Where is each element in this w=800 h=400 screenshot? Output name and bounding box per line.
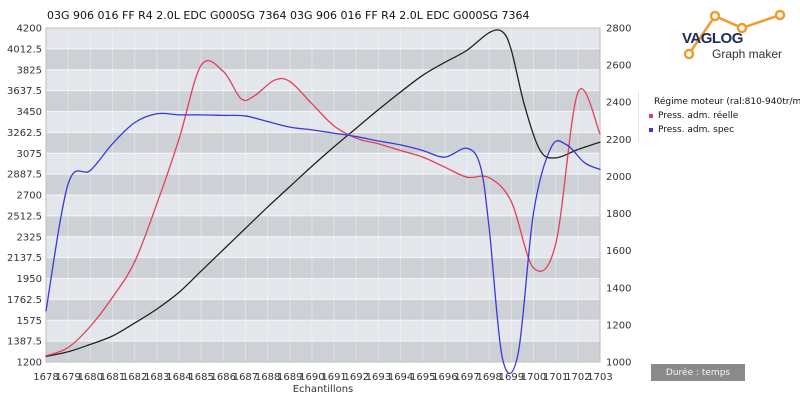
x-tick-label: 1679: [55, 372, 80, 383]
vaglog-logo: VAGLOG Graph maker: [675, 6, 793, 66]
y-left-tick-label: 2137.5: [7, 253, 42, 264]
x-tick-label: 1690: [299, 372, 324, 383]
plot-band: [46, 111, 600, 133]
y-right-tick-label: 2400: [606, 98, 631, 109]
x-tick-label: 1691: [321, 372, 346, 383]
x-tick-label: 1686: [211, 372, 236, 383]
x-tick-label: 1699: [499, 372, 524, 383]
y-left-tick-label: 4012.5: [7, 44, 42, 55]
plot-band: [46, 90, 600, 112]
logo-subtitle: Graph maker: [712, 47, 783, 61]
x-tick-label: 1702: [565, 372, 590, 383]
plot-band: [46, 278, 600, 300]
y-left-tick-label: 1762.5: [7, 295, 42, 306]
x-tick-label: 1680: [78, 372, 103, 383]
x-tick-label: 1694: [388, 372, 413, 383]
plot-band: [46, 215, 600, 237]
series-line-press-spec: [45, 112, 601, 375]
x-tick-label: 1685: [188, 372, 213, 383]
series-line-press-reelle: [45, 60, 601, 357]
right-axis: 1000 1200 1400 1600 1800 2000 2200 2400 2600 2800: [606, 24, 631, 369]
x-tick-label: 1682: [122, 372, 147, 383]
y-left-tick-label: 2700: [17, 191, 42, 202]
plot-band: [46, 341, 600, 362]
legend-item-regime: Régime moteur (ral:810-940tr/mn): [639, 95, 800, 109]
legend-swatch-press-reelle: [649, 114, 653, 118]
x-tick-label: 1692: [344, 372, 369, 383]
plot-band: [46, 153, 600, 175]
legend-item-press-spec: Press. adm. spec: [639, 123, 800, 137]
x-tick-label: 1693: [366, 372, 391, 383]
y-left-tick-label: 2887.5: [7, 170, 42, 181]
y-right-tick-label: 2800: [606, 24, 631, 35]
legend-swatch-press-spec: [649, 128, 653, 132]
plot-band: [46, 236, 600, 258]
series-layer: [45, 29, 601, 375]
y-right-tick-label: 2000: [606, 172, 631, 183]
series-line-regime: [45, 29, 601, 358]
x-tick-label: 1678: [33, 372, 58, 383]
y-left-tick-label: 1387.5: [7, 337, 42, 348]
y-left-tick-label: 1950: [17, 274, 42, 285]
y-right-tick-label: 2600: [606, 61, 631, 72]
legend: Régime moteur (ral:810-940tr/mn) Press. …: [638, 92, 800, 142]
logo-graph-icon: [683, 9, 786, 60]
x-tick-label: 1703: [587, 372, 612, 383]
x-tick-label: 1688: [255, 372, 280, 383]
plot-band: [46, 28, 600, 49]
x-tick-label: 1683: [144, 372, 169, 383]
x-tick-label: 1698: [476, 372, 501, 383]
plot-bands: [46, 28, 600, 362]
legend-label-press-reelle: Press. adm. réelle: [658, 111, 739, 121]
left-axis: 1200 1387.5 1575 1762.5 1950 2137.5 2325 2512.5…: [7, 24, 42, 369]
plot-band: [46, 320, 600, 342]
x-tick-label: 1700: [521, 372, 546, 383]
plot-band: [46, 257, 600, 279]
y-right-tick-label: 1000: [606, 358, 631, 369]
y-left-tick-label: 3637.5: [7, 86, 42, 97]
y-left-tick-label: 2512.5: [7, 211, 42, 222]
x-tick-label: 1696: [432, 372, 457, 383]
y-left-tick-label: 3825: [17, 65, 42, 76]
legend-item-press-reelle: Press. adm. réelle: [639, 109, 800, 123]
plot-band: [46, 69, 600, 91]
y-left-tick-label: 4200: [17, 24, 42, 35]
plot-frame: [45, 27, 601, 363]
y-right-tick-label: 1800: [606, 209, 631, 220]
logo-name: VAGLOG: [682, 30, 743, 47]
y-left-tick-label: 2325: [17, 232, 42, 243]
y-left-tick-label: 3450: [17, 107, 42, 118]
y-right-tick-label: 1200: [606, 320, 631, 331]
x-tick-label: 1695: [410, 372, 435, 383]
y-left-tick-label: 3262.5: [7, 128, 42, 139]
y-left-tick-label: 1575: [17, 316, 42, 327]
y-left-tick-label: 3075: [17, 149, 42, 160]
plot-band: [46, 174, 600, 195]
plot-band: [46, 195, 600, 216]
x-tick-label: 1701: [543, 372, 568, 383]
x-tick-label: 1684: [166, 372, 191, 383]
x-tick-label: 1689: [277, 372, 302, 383]
legend-label-press-spec: Press. adm. spec: [658, 125, 735, 135]
y-right-tick-label: 1400: [606, 283, 631, 294]
plot-band: [46, 48, 600, 70]
y-right-tick-label: 2200: [606, 135, 631, 146]
legend-label-regime: Régime moteur (ral:810-940tr/mn): [654, 97, 800, 107]
plot-band: [46, 299, 600, 321]
chart-title: 03G 906 016 FF R4 2.0L EDC G000SG 7364 0…: [47, 9, 530, 22]
x-tick-label: 1681: [100, 372, 125, 383]
x-tick-label: 1687: [233, 372, 258, 383]
y-right-tick-label: 1600: [606, 246, 631, 257]
y-left-tick-label: 1200: [17, 358, 42, 369]
x-tick-label: 1697: [454, 372, 479, 383]
plot-band: [46, 132, 600, 154]
x-axis: 1678167916801681168216831684168516861687…: [33, 372, 612, 383]
x-axis-label: Echantillons: [293, 384, 354, 395]
duration-button[interactable]: Durée : temps: [651, 364, 745, 381]
